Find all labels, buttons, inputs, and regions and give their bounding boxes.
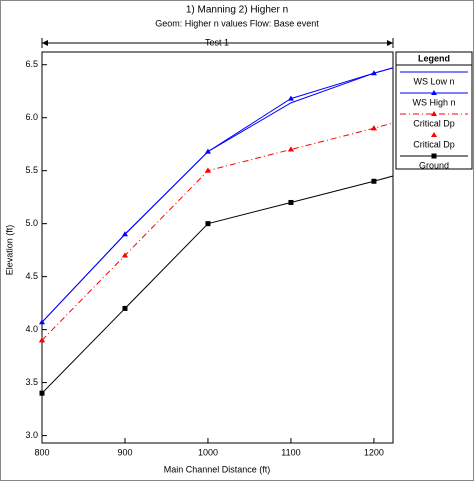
marker <box>204 167 211 173</box>
legend-label: WS High n <box>412 97 455 107</box>
marker <box>39 337 45 343</box>
marker <box>287 95 294 101</box>
marker <box>121 252 128 258</box>
chart-subtitle: Geom: Higher n values Flow: Base event <box>155 18 319 28</box>
legend-label: Critical Dp <box>413 118 455 128</box>
y-tick-label: 4.0 <box>25 324 38 334</box>
marker <box>431 153 437 159</box>
y-tick-label: 6.5 <box>25 59 38 69</box>
y-tick-label: 3.5 <box>25 377 38 387</box>
x-tick-label: 900 <box>117 447 132 457</box>
y-tick-label: 4.5 <box>25 271 38 281</box>
y-tick-label: 5.0 <box>25 218 38 228</box>
marker <box>288 199 294 205</box>
series-line <box>41 67 394 323</box>
x-tick-label: 800 <box>34 447 49 457</box>
legend-label: WS Low n <box>413 76 454 86</box>
bracket-label: Test 1 <box>205 37 229 47</box>
marker <box>204 148 211 154</box>
legend-box <box>395 51 473 170</box>
marker <box>39 319 45 325</box>
x-axis-label: Main Channel Distance (ft) <box>164 464 271 474</box>
chart-title: 1) Manning 2) Higher n <box>186 5 288 16</box>
marker <box>122 305 128 311</box>
marker <box>39 390 45 396</box>
legend-label: Critical Dp <box>413 139 455 149</box>
legend-title: Legend <box>418 53 450 63</box>
marker <box>205 221 211 227</box>
series-line <box>41 175 394 394</box>
y-tick-label: 6.0 <box>25 112 38 122</box>
marker <box>121 231 128 237</box>
x-tick-label: 1200 <box>364 447 384 457</box>
y-tick-label: 3.0 <box>25 430 38 440</box>
plot-frame <box>41 51 394 444</box>
marker <box>371 178 377 184</box>
y-axis-label: Elevation (ft) <box>4 225 14 276</box>
x-tick-label: 1100 <box>281 447 300 457</box>
marker <box>370 70 377 76</box>
marker <box>431 111 437 116</box>
x-tick-label: 1000 <box>198 447 218 457</box>
legend-label: Ground <box>419 160 449 170</box>
marker <box>431 90 437 95</box>
marker <box>370 125 377 131</box>
marker <box>431 132 437 137</box>
marker <box>287 146 294 152</box>
y-tick-label: 5.5 <box>25 165 38 175</box>
